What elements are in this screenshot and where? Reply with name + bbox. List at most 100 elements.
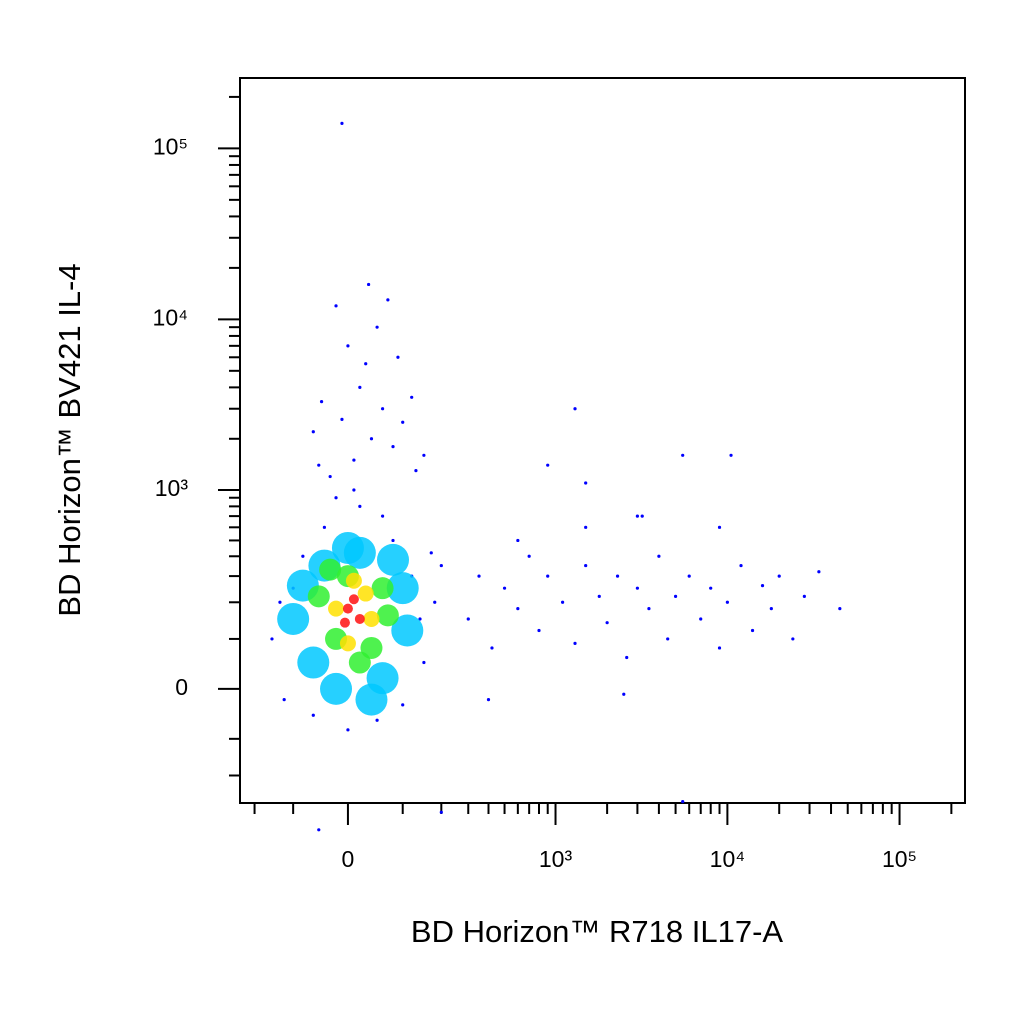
- data-point: [640, 514, 644, 518]
- data-point: [750, 628, 755, 633]
- data-point: [386, 298, 390, 302]
- data-point: [363, 610, 380, 627]
- data-point: [343, 536, 376, 569]
- data-point: [311, 430, 315, 434]
- data-point: [334, 304, 338, 308]
- data-point: [367, 282, 371, 287]
- data-point: [635, 514, 640, 518]
- data-point: [584, 481, 588, 485]
- data-point: [687, 574, 691, 578]
- data-point: [297, 646, 330, 679]
- data-point: [410, 395, 414, 399]
- data-point: [615, 574, 620, 578]
- data-point: [717, 646, 722, 650]
- data-point: [527, 554, 531, 558]
- x-tick-label: 0: [342, 846, 355, 872]
- data-point: [346, 728, 350, 732]
- data-point: [791, 637, 795, 641]
- data-point: [358, 385, 362, 389]
- data-point: [769, 607, 773, 611]
- data-point: [597, 594, 601, 598]
- data-point: [502, 586, 507, 590]
- data-point: [380, 407, 385, 411]
- data-point: [647, 607, 651, 611]
- data-point: [334, 496, 338, 500]
- data-point: [573, 407, 577, 411]
- data-point: [346, 344, 350, 348]
- data-point: [681, 800, 685, 804]
- data-point: [371, 577, 394, 600]
- data-point: [369, 437, 374, 441]
- data-point: [340, 417, 344, 421]
- data-point: [320, 672, 353, 705]
- data-point: [560, 600, 565, 604]
- data-point: [277, 602, 310, 635]
- data-point: [486, 698, 491, 702]
- data-point: [317, 463, 321, 467]
- data-point: [354, 613, 365, 624]
- data-point: [376, 604, 399, 627]
- data-point: [282, 698, 286, 702]
- data-point: [301, 554, 305, 558]
- data-point: [709, 586, 713, 590]
- data-point: [391, 538, 395, 543]
- data-point: [317, 828, 321, 832]
- data-point: [348, 651, 371, 674]
- data-point: [699, 617, 703, 621]
- data-point: [546, 463, 550, 467]
- data-point: [422, 453, 426, 457]
- data-point: [777, 574, 781, 578]
- plot-frame: [239, 77, 966, 804]
- data-point: [401, 420, 405, 424]
- data-point: [357, 585, 374, 602]
- data-point: [817, 570, 821, 574]
- y-tick-label: 10⁴: [153, 304, 188, 330]
- data-point: [625, 655, 629, 660]
- data-point: [605, 621, 609, 625]
- x-tick-label: 10³: [539, 846, 573, 872]
- data-point: [348, 594, 359, 605]
- x-axis-title: BD Horizon™ R718 IL17-A: [411, 914, 783, 949]
- data-point: [838, 607, 842, 611]
- data-point: [278, 600, 282, 604]
- data-point: [352, 458, 356, 462]
- data-point: [477, 574, 481, 578]
- data-point: [380, 514, 385, 518]
- data-point: [666, 637, 670, 641]
- data-point: [490, 646, 494, 650]
- data-point: [673, 594, 678, 598]
- data-point: [401, 703, 405, 707]
- data-point: [396, 355, 400, 359]
- data-point: [439, 563, 443, 568]
- data-point: [339, 635, 356, 652]
- data-point: [422, 660, 426, 665]
- data-point: [657, 554, 661, 558]
- y-tick-label: 0: [175, 674, 188, 700]
- data-point: [377, 543, 410, 576]
- data-point: [439, 810, 443, 814]
- data-point: [760, 584, 765, 588]
- data-point: [584, 525, 588, 529]
- data-point: [311, 713, 315, 717]
- data-point: [364, 362, 368, 366]
- data-point: [717, 525, 722, 529]
- data-point: [429, 551, 433, 555]
- data-point: [342, 603, 353, 614]
- data-point: [739, 563, 743, 568]
- data-point: [319, 400, 324, 404]
- data-point: [635, 586, 640, 590]
- data-point: [546, 574, 550, 578]
- data-point: [270, 637, 274, 641]
- data-point: [584, 563, 588, 568]
- data-point: [328, 600, 345, 617]
- data-point: [802, 594, 806, 598]
- y-axis-title: BD Horizon™ BV421 IL-4: [52, 263, 87, 616]
- data-point: [386, 572, 419, 605]
- data-point: [322, 525, 327, 529]
- data-point: [516, 607, 520, 611]
- data-point: [340, 121, 344, 125]
- data-point: [414, 469, 418, 473]
- data-point: [725, 600, 729, 604]
- data-point: [319, 558, 342, 581]
